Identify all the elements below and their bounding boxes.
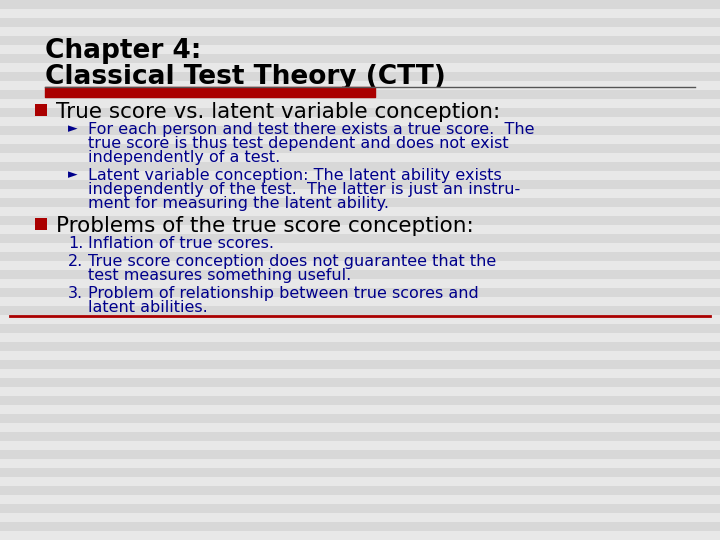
Text: 1.: 1. <box>68 236 84 251</box>
Text: Inflation of true scores.: Inflation of true scores. <box>88 236 274 251</box>
Bar <box>35 104 47 116</box>
Text: true score is thus test dependent and does not exist: true score is thus test dependent and do… <box>88 136 508 151</box>
Bar <box>0 261 720 270</box>
Bar <box>0 450 720 459</box>
Bar <box>0 288 720 297</box>
Bar <box>0 297 720 306</box>
Text: ►: ► <box>68 168 78 181</box>
Bar <box>0 486 720 495</box>
Bar <box>0 162 720 171</box>
Text: independently of the test.  The latter is just an instru-: independently of the test. The latter is… <box>88 182 521 197</box>
Bar <box>0 405 720 414</box>
Text: 3.: 3. <box>68 286 83 301</box>
Bar <box>0 207 720 216</box>
Bar <box>0 270 720 279</box>
Bar <box>0 216 720 225</box>
Text: ►: ► <box>68 122 78 135</box>
Bar <box>0 279 720 288</box>
Bar <box>0 459 720 468</box>
Bar <box>0 72 720 81</box>
Text: For each person and test there exists a true score.  The: For each person and test there exists a … <box>88 122 534 137</box>
Bar <box>0 351 720 360</box>
Bar <box>0 513 720 522</box>
Bar <box>0 477 720 486</box>
Bar <box>0 504 720 513</box>
Bar <box>0 378 720 387</box>
Bar <box>0 126 720 135</box>
Bar <box>0 234 720 243</box>
Text: 2.: 2. <box>68 254 84 269</box>
Text: Problem of relationship between true scores and: Problem of relationship between true sco… <box>88 286 479 301</box>
Bar <box>35 218 47 230</box>
Bar <box>0 117 720 126</box>
Bar <box>0 171 720 180</box>
Bar <box>0 333 720 342</box>
Text: Classical Test Theory (CTT): Classical Test Theory (CTT) <box>45 64 446 90</box>
Bar <box>0 522 720 531</box>
Bar <box>0 414 720 423</box>
Bar <box>0 441 720 450</box>
Text: Chapter 4:: Chapter 4: <box>45 38 202 64</box>
Bar <box>0 360 720 369</box>
Bar <box>0 423 720 432</box>
Bar <box>0 396 720 405</box>
Text: Latent variable conception: The latent ability exists: Latent variable conception: The latent a… <box>88 168 502 183</box>
Text: True score vs. latent variable conception:: True score vs. latent variable conceptio… <box>56 102 500 122</box>
Bar <box>0 252 720 261</box>
Bar <box>0 27 720 36</box>
Bar <box>0 198 720 207</box>
Bar <box>0 9 720 18</box>
Bar <box>0 387 720 396</box>
Bar <box>0 432 720 441</box>
Bar <box>0 63 720 72</box>
Text: test measures something useful.: test measures something useful. <box>88 268 351 283</box>
Bar <box>0 189 720 198</box>
Bar <box>0 369 720 378</box>
Bar <box>0 495 720 504</box>
Bar <box>0 135 720 144</box>
Text: latent abilities.: latent abilities. <box>88 300 208 315</box>
Bar <box>0 243 720 252</box>
Bar <box>0 108 720 117</box>
Text: independently of a test.: independently of a test. <box>88 150 280 165</box>
Bar <box>0 18 720 27</box>
Bar <box>0 315 720 324</box>
Bar <box>0 54 720 63</box>
Bar <box>0 306 720 315</box>
Bar <box>0 81 720 90</box>
Bar <box>0 99 720 108</box>
Bar <box>0 225 720 234</box>
Bar <box>0 36 720 45</box>
Bar <box>0 342 720 351</box>
Bar <box>0 531 720 540</box>
Bar <box>0 468 720 477</box>
Bar <box>0 45 720 54</box>
Bar <box>0 144 720 153</box>
Text: True score conception does not guarantee that the: True score conception does not guarantee… <box>88 254 496 269</box>
Bar <box>0 0 720 9</box>
Bar <box>0 324 720 333</box>
Bar <box>0 153 720 162</box>
Text: Problems of the true score conception:: Problems of the true score conception: <box>56 216 474 236</box>
Bar <box>0 180 720 189</box>
Bar <box>0 90 720 99</box>
Text: ment for measuring the latent ability.: ment for measuring the latent ability. <box>88 196 389 211</box>
